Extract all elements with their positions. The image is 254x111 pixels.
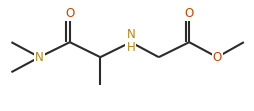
Text: H: H — [126, 41, 135, 54]
Text: O: O — [185, 7, 194, 20]
Text: N: N — [126, 28, 135, 41]
Text: O: O — [65, 7, 74, 20]
Text: O: O — [213, 51, 222, 64]
Text: N: N — [35, 51, 44, 64]
